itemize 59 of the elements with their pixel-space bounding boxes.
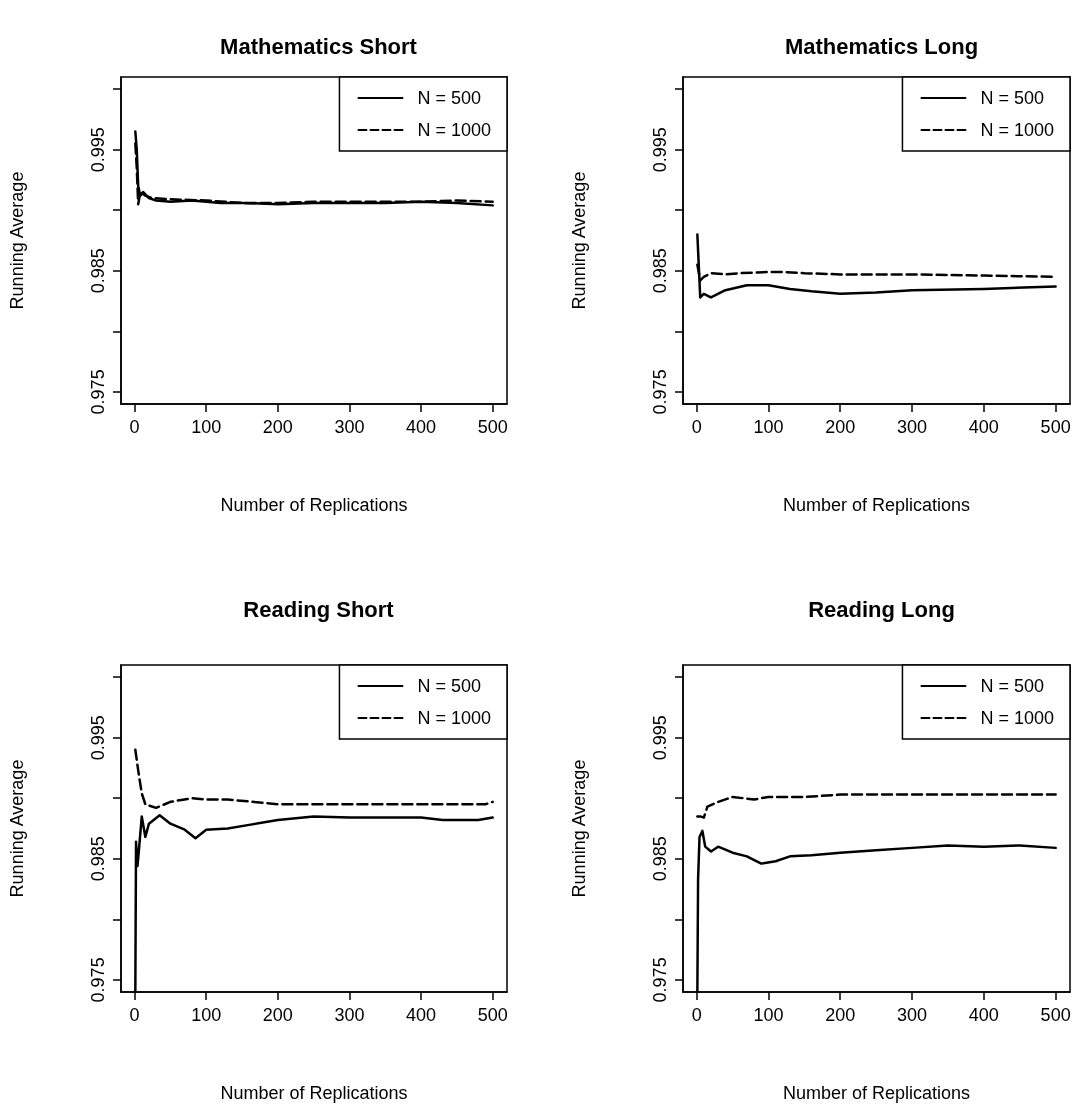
y-tick-label: 0.975 [650,957,670,1003]
y-axis-title: Running Average [7,171,27,310]
y-tick-label: 0.995 [88,715,108,761]
x-tick-label: 400 [968,1005,999,1025]
legend-label: N = 500 [417,676,481,696]
x-tick-label: 400 [406,417,437,437]
y-tick-label: 0.975 [88,369,108,415]
chart-title: Reading Long [808,596,955,622]
legend-label: N = 500 [417,88,481,108]
chart-title: Mathematics Long [784,33,979,59]
x-tick-label: 300 [334,417,365,437]
x-tick-label: 500 [477,417,508,437]
chart-title: Reading Short [243,596,395,622]
x-axis-title: Number of Replications [782,1083,971,1103]
legend-label: N = 500 [980,88,1044,108]
x-axis-title: Number of Replications [782,495,971,515]
y-tick-label: 0.985 [650,248,670,294]
x-tick-label: 100 [191,417,222,437]
legend-label: N = 1000 [417,120,492,140]
y-axis-title: Running Average [7,759,27,898]
x-tick-label: 400 [406,1005,437,1025]
y-axis-title: Running Average [569,759,589,898]
y-tick-label: 0.995 [650,715,670,761]
x-tick-label: 200 [262,1005,293,1025]
x-tick-label: 0 [129,417,140,437]
x-tick-label: 400 [968,417,999,437]
y-tick-label: 0.975 [650,369,670,415]
y-tick-label: 0.985 [88,836,108,882]
x-tick-label: 500 [1040,417,1071,437]
x-tick-label: 300 [897,1005,928,1025]
legend-label: N = 1000 [980,708,1055,728]
x-tick-label: 0 [129,1005,140,1025]
y-tick-label: 0.975 [88,957,108,1003]
x-tick-label: 0 [691,1005,702,1025]
x-tick-label: 100 [753,1005,784,1025]
x-tick-label: 200 [825,417,856,437]
x-tick-label: 500 [477,1005,508,1025]
x-tick-label: 100 [753,417,784,437]
x-tick-label: 300 [897,417,928,437]
x-tick-label: 100 [191,1005,222,1025]
x-tick-label: 300 [334,1005,365,1025]
x-tick-label: 200 [825,1005,856,1025]
line-series [134,748,494,810]
x-tick-label: 200 [262,417,293,437]
y-axis-title: Running Average [569,171,589,310]
x-axis-title: Number of Replications [220,495,408,515]
y-tick-label: 0.995 [650,127,670,173]
line-series [696,233,1057,299]
x-tick-label: 500 [1040,1005,1071,1025]
x-axis-title: Number of Replications [220,1083,408,1103]
legend-label: N = 500 [980,676,1044,696]
legend-label: N = 1000 [417,708,492,728]
legend-label: N = 1000 [980,120,1055,140]
y-tick-label: 0.995 [88,127,108,173]
line-series [696,793,1057,819]
y-tick-label: 0.985 [88,248,108,294]
y-tick-label: 0.985 [650,836,670,882]
chart-title: Mathematics Short [220,33,418,59]
x-tick-label: 0 [691,417,702,437]
